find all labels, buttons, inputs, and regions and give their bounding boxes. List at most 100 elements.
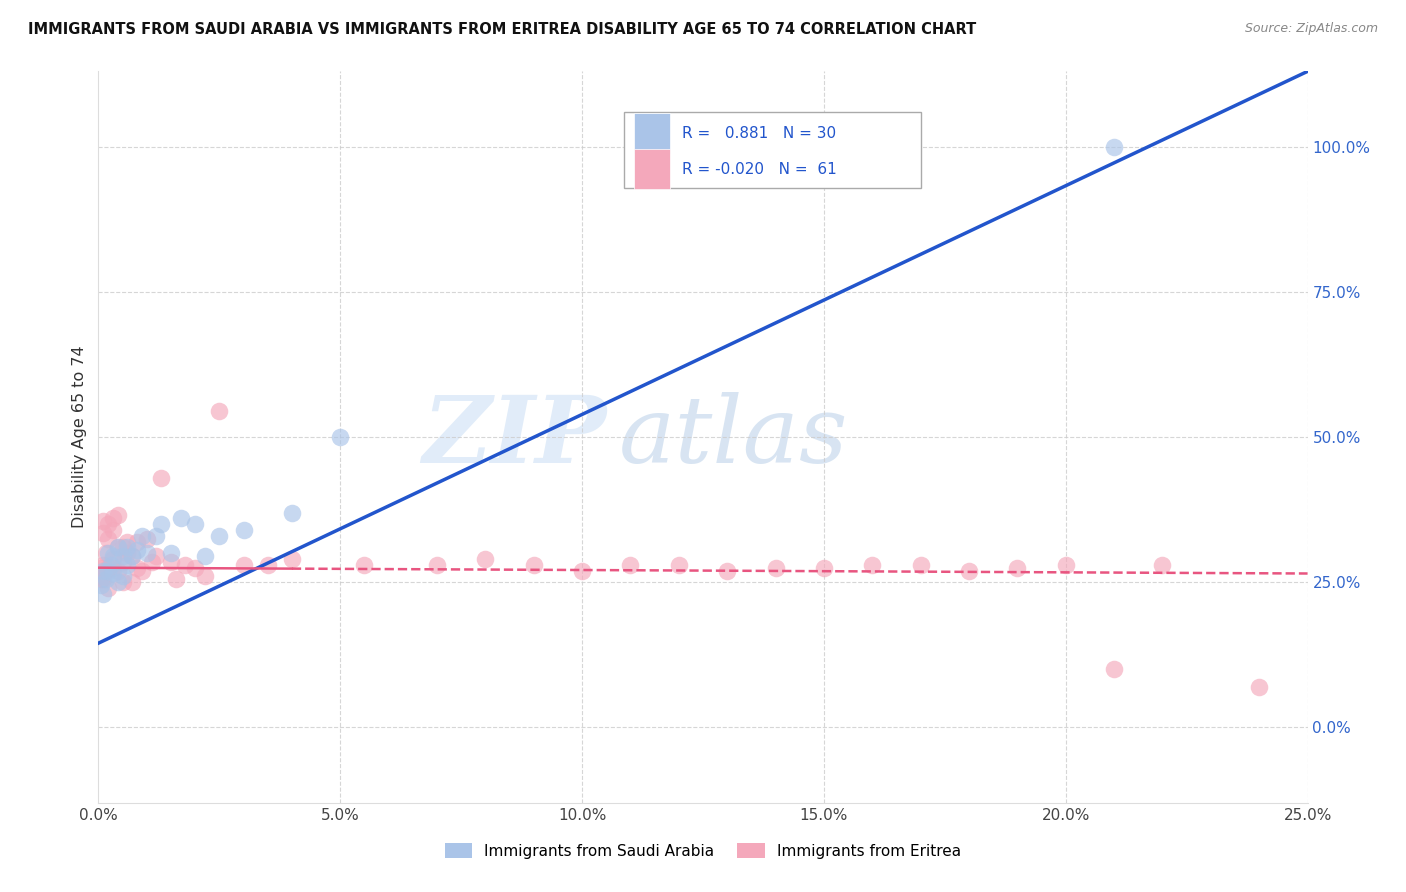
Text: R = -0.020   N =  61: R = -0.020 N = 61: [682, 161, 837, 177]
Point: [208, 404, 231, 418]
Bar: [634, 113, 671, 153]
Point: [1249, 680, 1271, 694]
Point: [107, 575, 129, 590]
Point: [127, 560, 149, 574]
Text: Source: ZipAtlas.com: Source: ZipAtlas.com: [1244, 22, 1378, 36]
Point: [619, 558, 641, 572]
Point: [160, 546, 183, 560]
Point: [208, 529, 231, 543]
Point: [474, 552, 496, 566]
Point: [117, 541, 139, 555]
Point: [131, 529, 153, 543]
Point: [232, 523, 254, 537]
Point: [1102, 140, 1125, 154]
Point: [232, 558, 254, 572]
Point: [145, 549, 167, 563]
Point: [523, 558, 546, 572]
Bar: [634, 149, 671, 189]
Point: [135, 532, 157, 546]
Point: [97, 560, 120, 574]
Point: [101, 552, 124, 566]
Point: [101, 549, 124, 563]
Point: [90, 572, 112, 586]
Point: [101, 560, 124, 574]
Point: [107, 541, 129, 555]
Point: [165, 572, 187, 586]
FancyBboxPatch shape: [624, 112, 921, 188]
Point: [117, 534, 139, 549]
Point: [353, 558, 375, 572]
Point: [101, 566, 124, 581]
Point: [281, 552, 304, 566]
Point: [101, 523, 124, 537]
Point: [90, 578, 112, 592]
Point: [184, 517, 207, 532]
Text: R =   0.881   N = 30: R = 0.881 N = 30: [682, 126, 837, 141]
Point: [111, 569, 134, 583]
Point: [150, 517, 173, 532]
Text: IMMIGRANTS FROM SAUDI ARABIA VS IMMIGRANTS FROM ERITREA DISABILITY AGE 65 TO 74 : IMMIGRANTS FROM SAUDI ARABIA VS IMMIGRAN…: [28, 22, 976, 37]
Point: [90, 560, 112, 574]
Point: [169, 511, 191, 525]
Point: [256, 558, 278, 572]
Point: [107, 541, 129, 555]
Point: [957, 564, 980, 578]
Point: [97, 517, 120, 532]
Point: [1152, 558, 1174, 572]
Point: [91, 558, 114, 572]
Point: [100, 558, 122, 572]
Point: [127, 543, 149, 558]
Point: [1007, 560, 1029, 574]
Point: [141, 555, 163, 569]
Point: [426, 558, 449, 572]
Point: [111, 555, 134, 569]
Point: [97, 581, 120, 595]
Y-axis label: Disability Age 65 to 74: Disability Age 65 to 74: [72, 346, 87, 528]
Point: [174, 558, 197, 572]
Point: [107, 508, 129, 523]
Point: [131, 564, 153, 578]
Point: [91, 525, 114, 540]
Point: [121, 575, 143, 590]
Point: [91, 564, 114, 578]
Point: [91, 587, 114, 601]
Point: [107, 564, 129, 578]
Point: [94, 564, 117, 578]
Point: [571, 564, 593, 578]
Point: [89, 569, 111, 583]
Point: [111, 541, 134, 555]
Point: [194, 549, 217, 563]
Point: [101, 511, 124, 525]
Point: [127, 534, 149, 549]
Point: [97, 532, 120, 546]
Point: [910, 558, 932, 572]
Point: [716, 564, 738, 578]
Point: [117, 546, 139, 560]
Point: [111, 549, 134, 563]
Point: [1102, 662, 1125, 676]
Text: atlas: atlas: [619, 392, 848, 482]
Point: [97, 564, 120, 578]
Point: [813, 560, 835, 574]
Point: [184, 560, 207, 574]
Text: ZIP: ZIP: [422, 392, 606, 482]
Point: [765, 560, 787, 574]
Point: [281, 506, 304, 520]
Point: [194, 569, 217, 583]
Point: [111, 575, 134, 590]
Point: [135, 546, 157, 560]
Legend: Immigrants from Saudi Arabia, Immigrants from Eritrea: Immigrants from Saudi Arabia, Immigrants…: [439, 837, 967, 864]
Point: [145, 529, 167, 543]
Point: [94, 546, 117, 560]
Point: [1054, 558, 1077, 572]
Point: [121, 549, 143, 563]
Point: [860, 558, 883, 572]
Point: [160, 555, 183, 569]
Point: [121, 549, 143, 563]
Point: [329, 430, 352, 444]
Point: [91, 572, 114, 586]
Point: [117, 558, 139, 572]
Point: [150, 471, 173, 485]
Point: [91, 514, 114, 528]
Point: [668, 558, 690, 572]
